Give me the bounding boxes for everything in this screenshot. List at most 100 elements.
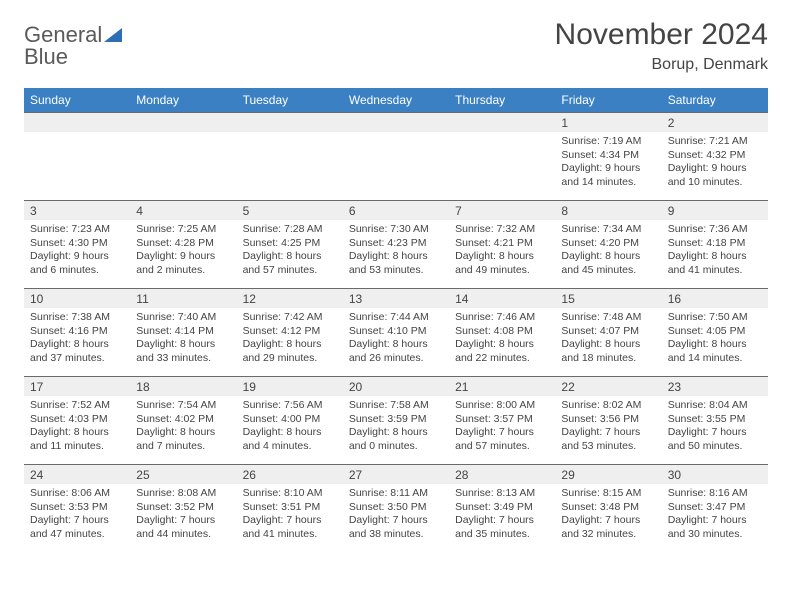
day-sunset: Sunset: 3:51 PM [243,501,337,515]
day-daylight: Daylight: 8 hours and 33 minutes. [136,338,230,365]
day-daylight: Daylight: 7 hours and 50 minutes. [668,426,762,453]
day-sunset: Sunset: 3:47 PM [668,501,762,515]
day-daylight: Daylight: 8 hours and 45 minutes. [561,250,655,277]
calendar-day-cell: 26Sunrise: 8:10 AMSunset: 3:51 PMDayligh… [237,465,343,553]
day-daylight: Daylight: 8 hours and 14 minutes. [668,338,762,365]
day-number: 4 [130,201,236,220]
day-sunset: Sunset: 4:08 PM [455,325,549,339]
calendar-week-row: 1Sunrise: 7:19 AMSunset: 4:34 PMDaylight… [24,113,768,201]
day-number: 20 [343,377,449,396]
day-sunset: Sunset: 3:59 PM [349,413,443,427]
calendar-day-cell: 22Sunrise: 8:02 AMSunset: 3:56 PMDayligh… [555,377,661,465]
day-number: 3 [24,201,130,220]
weekday-header: Thursday [449,88,555,113]
day-sunrise: Sunrise: 7:54 AM [136,399,230,413]
day-number: 7 [449,201,555,220]
calendar-week-row: 17Sunrise: 7:52 AMSunset: 4:03 PMDayligh… [24,377,768,465]
day-daylight: Daylight: 8 hours and 37 minutes. [30,338,124,365]
calendar-day-cell: 10Sunrise: 7:38 AMSunset: 4:16 PMDayligh… [24,289,130,377]
day-daylight: Daylight: 7 hours and 44 minutes. [136,514,230,541]
day-sunrise: Sunrise: 7:56 AM [243,399,337,413]
day-sunrise: Sunrise: 7:40 AM [136,311,230,325]
day-body: Sunrise: 8:13 AMSunset: 3:49 PMDaylight:… [449,484,555,546]
calendar-day-cell: 11Sunrise: 7:40 AMSunset: 4:14 PMDayligh… [130,289,236,377]
day-sunset: Sunset: 4:23 PM [349,237,443,251]
calendar-day-cell [24,113,130,201]
day-number: 16 [662,289,768,308]
weekday-header: Monday [130,88,236,113]
day-sunrise: Sunrise: 8:15 AM [561,487,655,501]
day-sunrise: Sunrise: 8:00 AM [455,399,549,413]
day-body: Sunrise: 7:25 AMSunset: 4:28 PMDaylight:… [130,220,236,282]
day-body: Sunrise: 7:38 AMSunset: 4:16 PMDaylight:… [24,308,130,370]
day-daylight: Daylight: 7 hours and 41 minutes. [243,514,337,541]
calendar-day-cell: 5Sunrise: 7:28 AMSunset: 4:25 PMDaylight… [237,201,343,289]
day-body: Sunrise: 8:10 AMSunset: 3:51 PMDaylight:… [237,484,343,546]
day-number: 29 [555,465,661,484]
day-sunrise: Sunrise: 7:21 AM [668,135,762,149]
day-body: Sunrise: 7:30 AMSunset: 4:23 PMDaylight:… [343,220,449,282]
day-number: 8 [555,201,661,220]
day-sunset: Sunset: 4:28 PM [136,237,230,251]
day-sunset: Sunset: 4:10 PM [349,325,443,339]
day-sunrise: Sunrise: 8:02 AM [561,399,655,413]
day-body: Sunrise: 7:42 AMSunset: 4:12 PMDaylight:… [237,308,343,370]
day-sunset: Sunset: 4:05 PM [668,325,762,339]
day-sunrise: Sunrise: 8:11 AM [349,487,443,501]
day-number: 27 [343,465,449,484]
logo: General Blue [24,18,122,68]
calendar-week-row: 10Sunrise: 7:38 AMSunset: 4:16 PMDayligh… [24,289,768,377]
day-number: 21 [449,377,555,396]
calendar-day-cell: 1Sunrise: 7:19 AMSunset: 4:34 PMDaylight… [555,113,661,201]
day-sunrise: Sunrise: 8:04 AM [668,399,762,413]
day-sunrise: Sunrise: 7:38 AM [30,311,124,325]
day-daylight: Daylight: 8 hours and 4 minutes. [243,426,337,453]
day-body: Sunrise: 8:16 AMSunset: 3:47 PMDaylight:… [662,484,768,546]
day-body: Sunrise: 8:06 AMSunset: 3:53 PMDaylight:… [24,484,130,546]
day-sunrise: Sunrise: 7:36 AM [668,223,762,237]
day-sunset: Sunset: 4:03 PM [30,413,124,427]
calendar-day-cell: 27Sunrise: 8:11 AMSunset: 3:50 PMDayligh… [343,465,449,553]
day-sunrise: Sunrise: 8:06 AM [30,487,124,501]
day-daylight: Daylight: 9 hours and 10 minutes. [668,162,762,189]
day-sunset: Sunset: 4:34 PM [561,149,655,163]
day-number: 28 [449,465,555,484]
day-daylight: Daylight: 8 hours and 49 minutes. [455,250,549,277]
day-number: 26 [237,465,343,484]
day-sunrise: Sunrise: 7:25 AM [136,223,230,237]
day-number: 12 [237,289,343,308]
day-number: 14 [449,289,555,308]
calendar-day-cell: 12Sunrise: 7:42 AMSunset: 4:12 PMDayligh… [237,289,343,377]
day-sunrise: Sunrise: 7:44 AM [349,311,443,325]
calendar-day-cell: 21Sunrise: 8:00 AMSunset: 3:57 PMDayligh… [449,377,555,465]
day-daylight: Daylight: 8 hours and 29 minutes. [243,338,337,365]
day-number: 30 [662,465,768,484]
day-number [130,113,236,132]
calendar-day-cell: 4Sunrise: 7:25 AMSunset: 4:28 PMDaylight… [130,201,236,289]
calendar-day-cell: 18Sunrise: 7:54 AMSunset: 4:02 PMDayligh… [130,377,236,465]
day-sunrise: Sunrise: 8:08 AM [136,487,230,501]
title-block: November 2024 Borup, Denmark [555,18,768,74]
day-body [343,132,449,139]
day-daylight: Daylight: 9 hours and 2 minutes. [136,250,230,277]
calendar-day-cell: 8Sunrise: 7:34 AMSunset: 4:20 PMDaylight… [555,201,661,289]
weekday-header-row: SundayMondayTuesdayWednesdayThursdayFrid… [24,88,768,113]
calendar-day-cell: 30Sunrise: 8:16 AMSunset: 3:47 PMDayligh… [662,465,768,553]
weekday-header: Saturday [662,88,768,113]
day-body: Sunrise: 8:00 AMSunset: 3:57 PMDaylight:… [449,396,555,458]
day-sunrise: Sunrise: 8:10 AM [243,487,337,501]
day-daylight: Daylight: 7 hours and 47 minutes. [30,514,124,541]
day-body: Sunrise: 8:11 AMSunset: 3:50 PMDaylight:… [343,484,449,546]
calendar-day-cell [130,113,236,201]
day-body: Sunrise: 7:34 AMSunset: 4:20 PMDaylight:… [555,220,661,282]
day-sunrise: Sunrise: 8:16 AM [668,487,762,501]
calendar-day-cell: 19Sunrise: 7:56 AMSunset: 4:00 PMDayligh… [237,377,343,465]
day-daylight: Daylight: 8 hours and 7 minutes. [136,426,230,453]
day-body: Sunrise: 7:32 AMSunset: 4:21 PMDaylight:… [449,220,555,282]
day-body: Sunrise: 7:52 AMSunset: 4:03 PMDaylight:… [24,396,130,458]
day-sunrise: Sunrise: 7:50 AM [668,311,762,325]
day-number: 24 [24,465,130,484]
day-daylight: Daylight: 8 hours and 26 minutes. [349,338,443,365]
day-daylight: Daylight: 8 hours and 0 minutes. [349,426,443,453]
day-sunset: Sunset: 4:21 PM [455,237,549,251]
